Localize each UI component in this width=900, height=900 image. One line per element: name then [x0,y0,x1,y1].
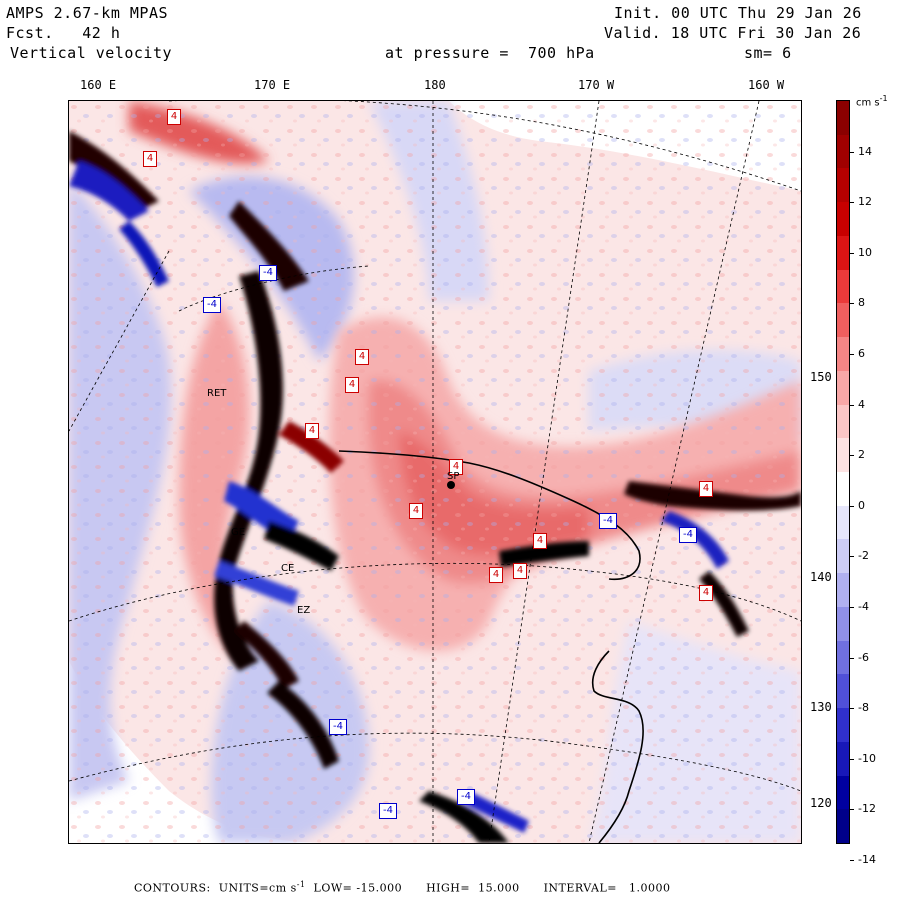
colorbar-segment [837,303,849,338]
max-label: 4 [513,563,527,579]
colorbar-tick [850,202,854,204]
colorbar-segment [837,269,849,304]
max-label: 4 [143,151,157,167]
colorbar-label: 2 [858,448,865,462]
lon-label-160e: 160 E [80,78,117,92]
colorbar-segment [837,809,849,844]
colorbar-label: -14 [858,852,876,866]
colorbar-label: -6 [858,650,869,664]
colorbar-tick [850,252,854,254]
speckle-texture [69,101,801,843]
colorbar [836,100,850,844]
max-label: 4 [167,109,181,125]
min-label: -4 [329,719,347,735]
colorbar-segment [837,168,849,203]
colorbar-tick [850,151,854,153]
colorbar-tick [850,505,854,507]
colorbar-segment [837,741,849,777]
colorbar-tick [850,606,854,608]
colorbar-label: -10 [858,751,876,765]
colorbar-label: 10 [858,245,872,259]
min-label: -4 [379,803,397,819]
model-title: AMPS 2.67-km MPAS [6,4,169,22]
colorbar-segment [837,505,849,540]
colorbar-segment [837,606,849,642]
min-label: -4 [679,527,697,543]
place-label: SP [447,471,460,482]
min-label: -4 [203,297,221,313]
colorbar-tick [850,455,854,457]
colorbar-tick [850,859,854,861]
colorbar-segment [837,640,849,675]
colorbar-label: -12 [858,802,876,816]
min-label: -4 [259,265,277,281]
colorbar-units: cm s-1 [856,94,888,109]
place-label: CE [281,563,295,574]
max-label: 4 [489,567,503,583]
colorbar-segment [837,539,849,574]
max-label: 4 [699,481,713,497]
colorbar-tick [850,303,854,305]
colorbar-tick [850,404,854,406]
colorbar-segment [837,134,849,169]
colorbar-segment [837,775,849,810]
lon-label-160w: 160 W [748,78,785,92]
colorbar-tick [850,556,854,558]
max-label: 4 [699,585,713,601]
colorbar-segment [837,472,849,507]
colorbar-label: 0 [858,498,865,512]
colorbar-segment [837,337,849,372]
max-label: 4 [305,423,319,439]
place-label: EZ [297,605,311,616]
field-name: Vertical velocity [10,44,173,62]
colorbar-tick [850,657,854,659]
min-label: -4 [457,789,475,805]
map-canvas [69,101,801,843]
smoothing-label: sm= 6 [744,44,792,62]
colorbar-segment [837,370,849,406]
max-label: 4 [409,503,423,519]
colorbar-segment [837,235,849,271]
graticule [69,101,801,843]
lon-label-180: 180 [424,78,446,92]
station-marker [447,481,455,489]
colorbar-tick [850,708,854,710]
colorbar-tick [850,809,854,811]
place-label: GE [231,527,246,538]
max-label: 4 [345,377,359,393]
pressure-level: at pressure = 700 hPa [385,44,595,62]
lon-label-170e: 170 E [254,78,291,92]
colorbar-label: 12 [858,195,872,209]
colorbar-segment [837,708,849,743]
min-label: -4 [599,513,617,529]
max-label: 4 [533,533,547,549]
vertical-velocity-map: 4 4 4 4 4 4 4 4 4 4 4 4 -4 -4 -4 -4 -4 -… [68,100,802,844]
colorbar-segment [837,404,849,439]
colorbar-tick [850,758,854,760]
colorbar-segment [837,438,849,473]
colorbar-segment [837,101,849,136]
coastline [338,450,644,843]
colorbar-label: 4 [858,397,865,411]
contour-info: CONTOURS: UNITS=cm s-1 LOW= -15.000 HIGH… [134,880,671,895]
init-time: Init. 00 UTC Thu 29 Jan 26 [614,4,862,22]
forecast-hour: Fcst. 42 h [6,24,121,42]
colorbar-label: 6 [858,346,865,360]
colorbar-tick [850,353,854,355]
place-label: RET [207,388,227,399]
colorbar-label: -4 [858,599,869,613]
colorbar-segment [837,674,849,709]
max-label: 4 [355,349,369,365]
colorbar-label: 8 [858,296,865,310]
colorbar-label: 14 [858,144,872,158]
colorbar-segment [837,202,849,237]
colorbar-label: -8 [858,701,869,715]
valid-time: Valid. 18 UTC Fri 30 Jan 26 [604,24,862,42]
colorbar-label: -2 [858,549,869,563]
lon-label-170w: 170 W [578,78,615,92]
colorbar-segment [837,573,849,608]
max-label: 4 [449,459,463,475]
